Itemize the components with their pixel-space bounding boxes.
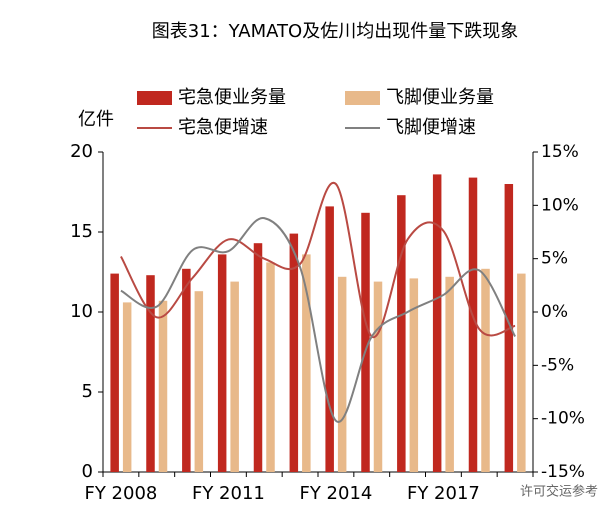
line (120, 217, 516, 423)
y2-tick-label: 10% (541, 195, 579, 215)
line (120, 181, 516, 338)
y2-tick-label: 0% (541, 302, 568, 322)
bar (432, 174, 442, 472)
bar (361, 212, 370, 473)
y2-tick-label: -10% (541, 409, 585, 429)
bar (397, 195, 406, 472)
y-axis-label: 亿件 (78, 109, 114, 130)
y2-tick-label: 5% (541, 249, 568, 269)
bar (337, 276, 347, 472)
bar (194, 291, 204, 472)
bar (182, 268, 191, 472)
bar (373, 281, 383, 472)
x-tick-label: FY 2014 (299, 483, 372, 504)
bar (217, 254, 227, 472)
legend-swatch (137, 91, 172, 105)
bar (481, 268, 490, 472)
y-tick-label: 20 (70, 141, 93, 162)
bar (468, 177, 478, 472)
y2-tick-label: 15% (541, 142, 579, 162)
legend-label: 飞脚便业务量 (386, 87, 494, 108)
chart-title: 图表31：YAMATO及佐川均出现件量下跌现象 (152, 21, 518, 42)
bar (158, 300, 168, 472)
bar (266, 262, 275, 472)
bar (146, 275, 155, 472)
bar (302, 254, 311, 472)
bar (122, 302, 132, 472)
x-tick-label: FY 2011 (192, 483, 265, 504)
bar (325, 206, 334, 472)
bar (517, 273, 526, 472)
y-tick-label: 10 (70, 301, 93, 322)
bar (253, 243, 263, 472)
bar (445, 276, 454, 472)
bar (409, 278, 419, 472)
legend-label: 宅急便业务量 (178, 87, 286, 108)
y-tick-label: 5 (82, 381, 93, 402)
bar (230, 281, 239, 472)
y-tick-label: 15 (70, 221, 93, 242)
watermark: 许可交运参考 (520, 484, 598, 500)
bar (110, 273, 119, 472)
y2-tick-label: -5% (541, 355, 574, 375)
legend-label: 飞脚便增速 (386, 117, 476, 138)
y2-tick-label: -15% (541, 462, 585, 482)
bar (289, 233, 299, 472)
x-tick-label: FY 2017 (407, 483, 480, 504)
legend-label: 宅急便增速 (178, 117, 268, 138)
y-tick-label: 0 (82, 461, 93, 482)
legend-swatch (345, 91, 380, 105)
x-tick-label: FY 2008 (84, 483, 157, 504)
